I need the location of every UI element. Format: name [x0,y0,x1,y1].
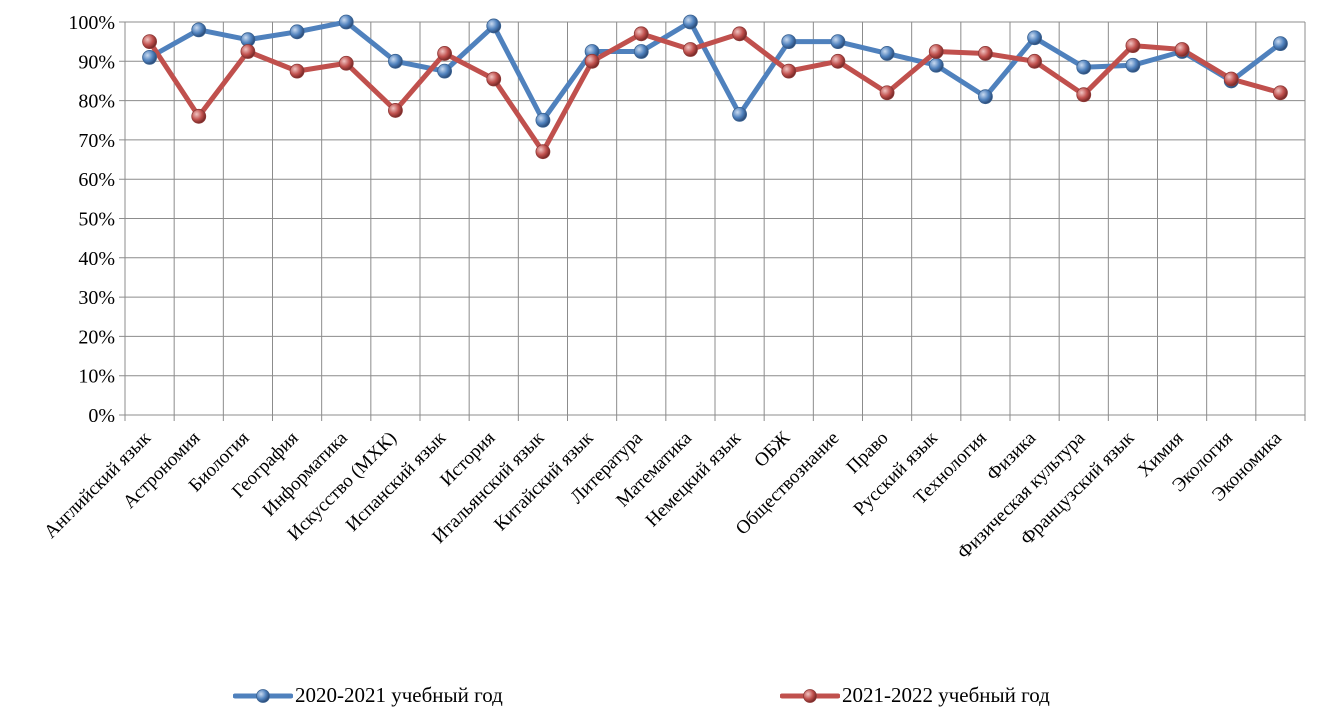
data-point-series-2 [879,85,895,101]
data-point-series-1 [830,34,846,50]
data-point-series-1 [1125,57,1141,73]
y-tick-label: 60% [78,169,115,191]
data-point-series-1 [781,34,797,50]
data-point-series-1 [879,46,895,61]
data-point-series-2 [437,46,452,61]
y-tick-label: 30% [78,287,115,309]
data-point-series-2 [240,44,256,59]
data-point-series-2 [584,53,600,69]
data-point-series-1 [633,44,649,59]
legend-item-2020-2021: 2020-2021 учебный год [233,683,503,708]
data-point-series-2 [781,63,797,79]
data-point-series-1 [732,106,747,122]
data-point-series-2 [142,34,157,50]
x-category-label: ОБЖ [750,427,795,472]
data-point-series-1 [535,112,551,128]
data-point-series-1 [1027,30,1042,46]
y-tick-label: 40% [78,248,115,270]
y-tick-label: 80% [78,91,115,113]
y-tick-label: 10% [78,366,115,388]
data-point-series-2 [388,103,403,118]
data-point-series-1 [978,89,993,105]
y-tick-label: 100% [68,12,115,34]
data-point-series-2 [1273,85,1288,101]
data-point-series-2 [1076,87,1092,103]
data-point-series-1 [928,57,944,73]
data-point-series-2 [928,44,944,59]
data-point-series-2 [978,46,993,61]
data-point-series-2 [732,26,747,42]
y-tick-label: 20% [78,326,115,348]
x-axis-category-labels: Английский языкАстрономияБиологияГеограф… [40,427,1286,564]
data-point-series-2 [1223,71,1239,87]
data-point-series-2 [338,55,354,71]
grid [119,21,1306,421]
data-point-series-1 [289,24,305,40]
series-line-2 [147,31,1283,155]
data-point-series-2 [1027,53,1042,69]
data-point-series-2 [289,63,305,79]
data-point-series-2 [683,42,698,57]
data-point-series-1 [388,53,403,69]
data-point-series-2 [1174,42,1190,57]
data-point-series-1 [486,18,502,34]
data-point-series-1 [191,22,207,38]
legend-item-2021-2022: 2021-2022 учебный год [780,683,1050,708]
series [142,14,1288,160]
data-point-series-2 [191,108,207,124]
data-point-series-1 [683,14,698,30]
data-point-series-1 [437,63,452,79]
data-point-series-2 [633,26,649,42]
data-point-series-1 [1273,36,1288,52]
y-tick-label: 70% [78,130,115,152]
legend-label-2021-2022: 2021-2022 учебный год [842,683,1050,707]
x-category-label: Информатика [259,427,352,520]
legend-marker-red [780,688,840,703]
data-point-series-2 [486,71,502,87]
y-axis-tick-labels: 0% 10% 20% 30% 40% 50% 60% 70% 80% 90% 100% [68,12,115,427]
legend-label-2020-2021: 2020-2021 учебный год [295,683,503,707]
series-line-1 [147,19,1283,123]
y-tick-label: 0% [88,405,115,427]
data-point-series-1 [142,49,157,65]
y-tick-label: 90% [78,51,115,73]
data-point-series-2 [830,53,846,69]
data-point-series-2 [1125,38,1141,53]
legend-marker-blue [233,688,293,703]
data-point-series-1 [1076,59,1092,75]
data-point-series-1 [338,14,354,30]
data-point-series-2 [535,144,551,160]
y-tick-label: 50% [78,209,115,231]
